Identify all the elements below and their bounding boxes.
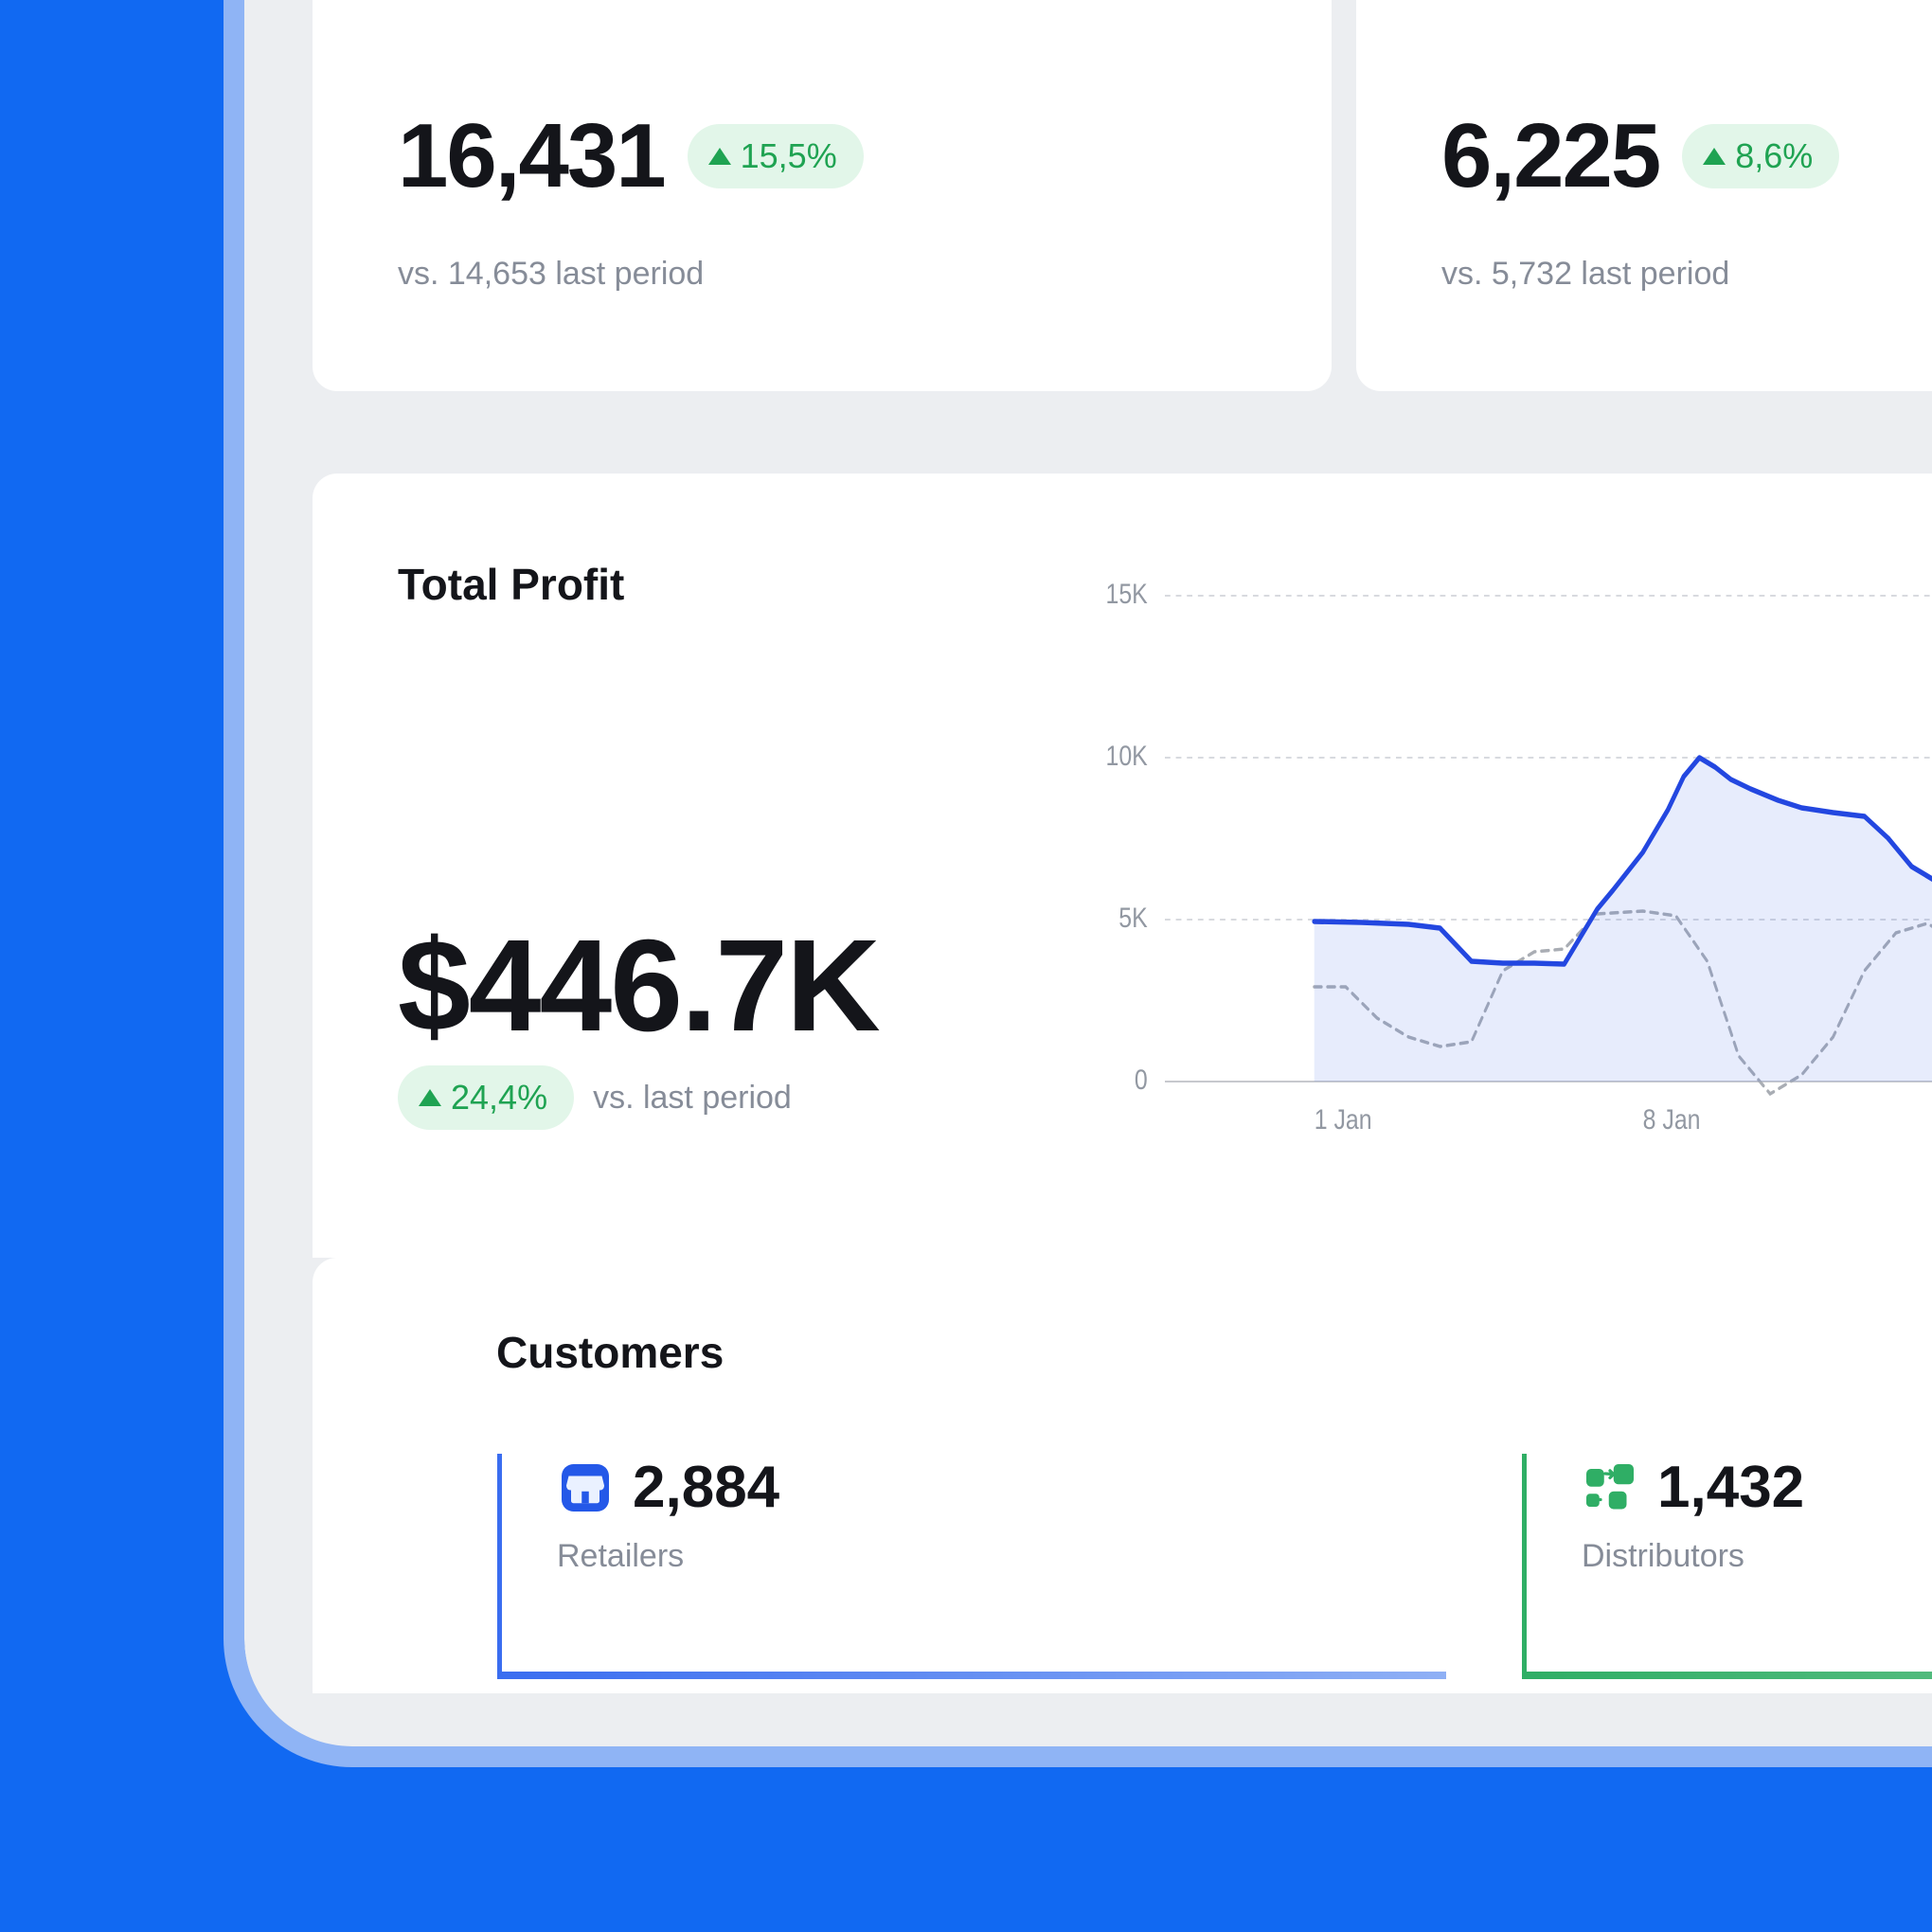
svg-text:10K: 10K: [1105, 740, 1148, 772]
svg-text:1 Jan: 1 Jan: [1315, 1103, 1372, 1136]
svg-text:15K: 15K: [1105, 578, 1148, 610]
svg-text:8 Jan: 8 Jan: [1643, 1103, 1701, 1136]
svg-text:0: 0: [1135, 1064, 1148, 1096]
svg-text:5K: 5K: [1118, 902, 1148, 934]
